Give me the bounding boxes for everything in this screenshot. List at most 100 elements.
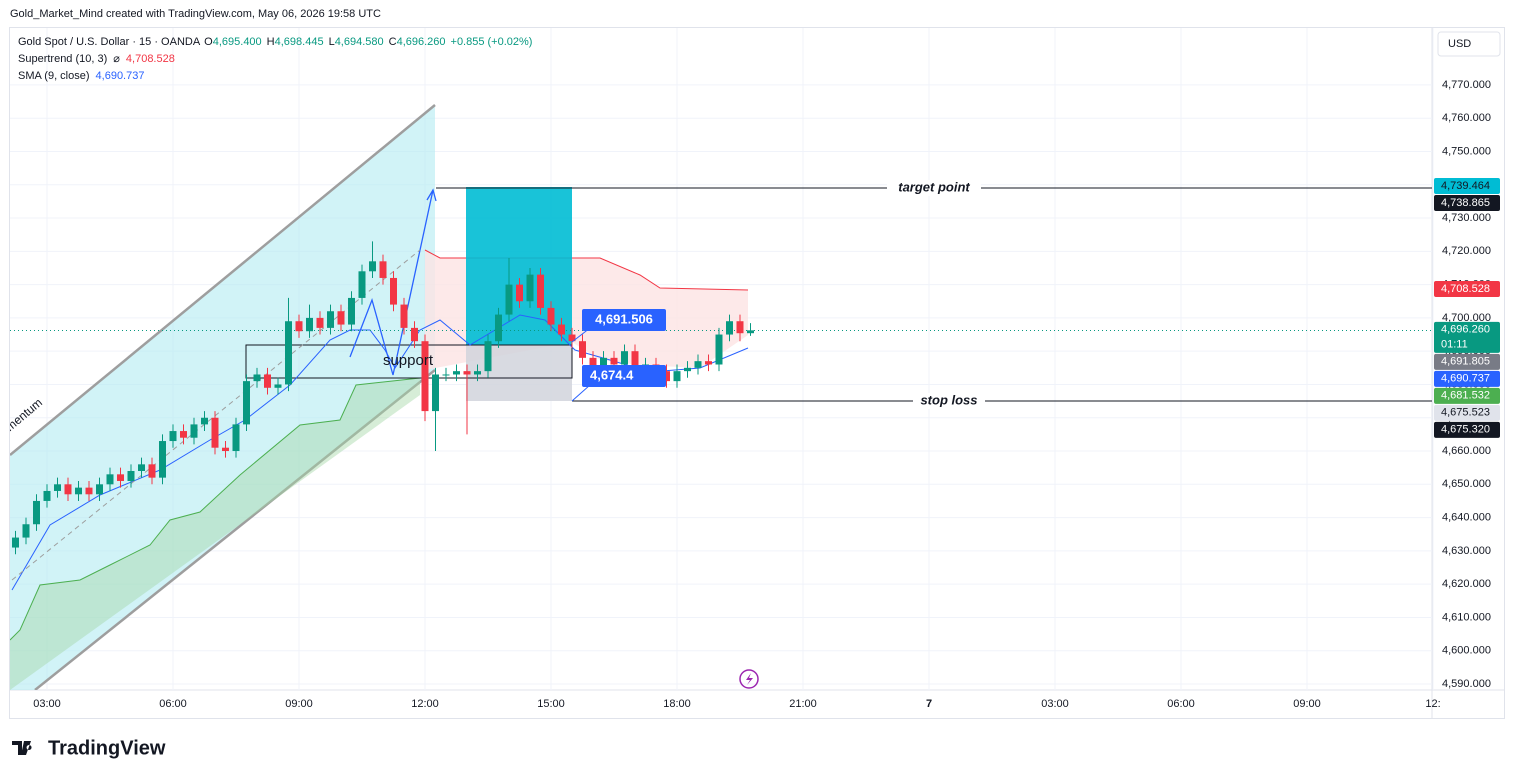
currency: USD (1448, 38, 1471, 50)
x-tick-label: 09:00 (1293, 698, 1321, 710)
x-tick-label: 15:00 (537, 698, 565, 710)
candle-body (127, 470, 135, 481)
event-icon[interactable] (739, 669, 759, 689)
indicator-legend: SMA (9, close) 4,690.737 (18, 70, 144, 82)
ohlc-key: H (267, 36, 275, 48)
ohlc-key: C (389, 36, 397, 48)
y-tick-label: 4,730.000 (1442, 212, 1491, 224)
x-axis: 03:00 06:00 09:00 12:00 15:00 18:00 21:00 7 03:0… (33, 698, 1440, 710)
stop-badge (582, 365, 666, 387)
indicator-value: 4,708.528 (126, 53, 175, 65)
candle-body (316, 317, 324, 328)
price-badge-text: 4,738.865 (1441, 197, 1490, 209)
candle-body (12, 537, 19, 548)
stop-zone (466, 345, 572, 401)
candle-body (537, 274, 544, 308)
candle-body (243, 381, 250, 425)
candle-body (495, 314, 502, 342)
candle-body (211, 417, 219, 448)
price-badge (1434, 404, 1500, 421)
y-tick-label: 4,630.000 (1442, 545, 1491, 557)
candle-body (442, 374, 450, 376)
entry-badge (582, 309, 666, 331)
x-tick-label: 09:00 (285, 698, 313, 710)
candle-body (390, 277, 397, 305)
candle-body (579, 341, 586, 358)
price-badge (1434, 195, 1500, 212)
y-tick-label: 4,590.000 (1442, 678, 1491, 690)
y-tick-label: 4,650.000 (1442, 478, 1491, 490)
candle-body (631, 351, 639, 368)
y-tick-label: 4,770.000 (1442, 79, 1491, 91)
x-tick-label: 12:00 (411, 698, 439, 710)
projection-arrow (349, 189, 434, 376)
x-tick-label: 06:00 (1167, 698, 1195, 710)
x-tick-label: 03:00 (1041, 698, 1069, 710)
candle-body (85, 487, 93, 495)
header: Gold_Market_Mind created with TradingVie… (10, 8, 381, 20)
candle-body (453, 371, 460, 375)
candle-body (138, 464, 145, 471)
y-tick-label: 4,600.000 (1442, 645, 1491, 657)
label-bg (887, 180, 981, 196)
candle-body (379, 261, 387, 278)
candle-body (547, 307, 555, 325)
candle-body (558, 324, 565, 335)
price-badge (1434, 370, 1500, 387)
frame (9, 27, 1505, 719)
price-badge-text: 4,696.260 (1441, 324, 1490, 336)
candle-body (190, 424, 198, 438)
candle-body (306, 317, 313, 332)
support-box (245, 344, 573, 379)
x-tick-label: 7 (926, 698, 932, 710)
drawings (10, 104, 1432, 690)
ohlc-value: 4,695.400 (213, 36, 262, 48)
label-bg (913, 393, 985, 409)
candle-body (726, 321, 733, 335)
target-label: target point (898, 179, 970, 194)
candle-body (600, 357, 607, 372)
candle-body (358, 271, 366, 298)
candle-body (421, 341, 429, 412)
candle-body (106, 474, 114, 485)
price-countdown: 01:11 (1441, 339, 1468, 351)
candle-body (663, 371, 670, 382)
x-tick-label: 06:00 (159, 698, 187, 710)
connector (571, 384, 591, 402)
ohlc-value: 4,698.445 (275, 36, 324, 48)
price-badge (1434, 321, 1500, 353)
legend: Gold Spot / U.S. Dollar · 15 · OANDA O4,6… (18, 36, 532, 82)
candle-body (348, 297, 355, 325)
candle-body (148, 464, 156, 478)
price-badges: 4,739.464 4,738.865 4,708.528 4,696.260 01:1… (1434, 178, 1500, 438)
x-tick-label: 21:00 (789, 698, 817, 710)
candle-body (180, 431, 187, 438)
change: +0.855 (+0.02%) (451, 36, 533, 48)
price-badge-text: 4,681.532 (1441, 390, 1490, 402)
currency-button[interactable] (1437, 31, 1501, 57)
candle-body (673, 371, 681, 382)
candle-body (432, 374, 439, 412)
candle-body (694, 361, 702, 368)
candle-body (736, 321, 744, 334)
candle-body (400, 304, 408, 328)
candle-body (232, 424, 240, 452)
candle-body (159, 441, 166, 478)
price-badge-text: 4,690.737 (1441, 373, 1490, 385)
candle-body (516, 284, 523, 302)
candle-body (705, 361, 712, 365)
channel-line (10, 104, 436, 456)
supertrend-fill (10, 378, 420, 690)
candle-body (589, 357, 597, 372)
channel-line (34, 369, 436, 690)
x-tick-label: 03:00 (33, 698, 61, 710)
candle-body (474, 371, 481, 375)
ohlc-value: 4,694.580 (335, 36, 384, 48)
price-badge (1434, 387, 1500, 404)
support-label: support (383, 352, 434, 369)
candle-body (369, 261, 376, 272)
candle-body (64, 484, 72, 495)
stop-badge-text: 4,674.4 (590, 367, 634, 382)
